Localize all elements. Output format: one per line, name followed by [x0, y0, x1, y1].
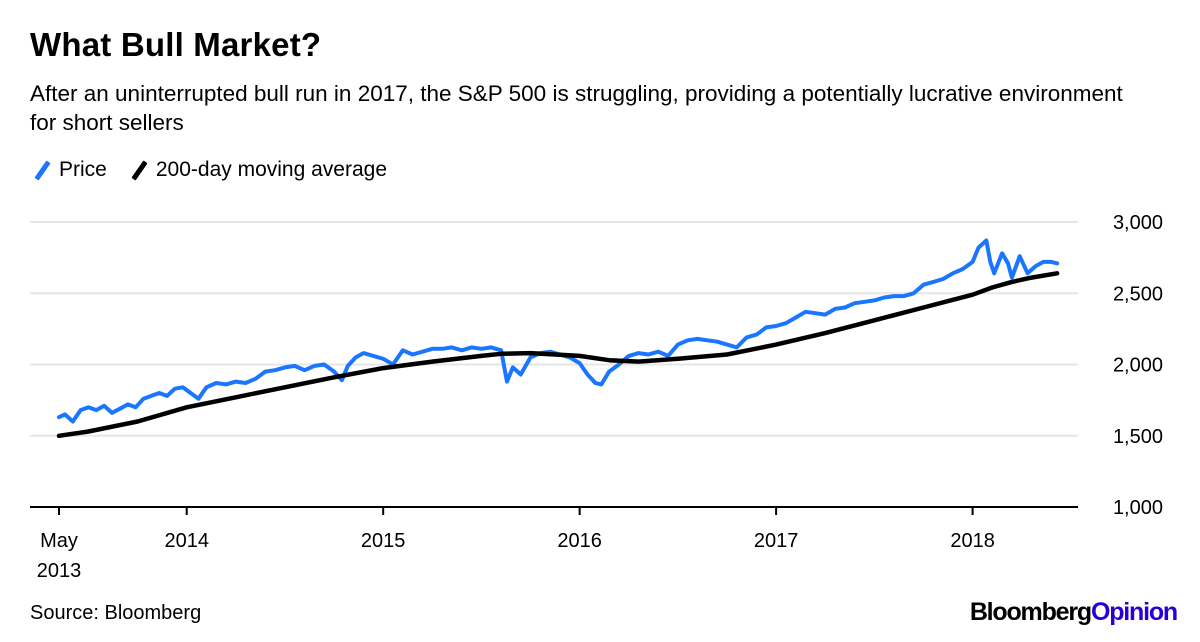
legend-label-moving-average: 200-day moving average: [155, 158, 388, 181]
x-tick-label-2: 2015: [361, 530, 406, 552]
y-tick-label-2500: 2,500: [1113, 283, 1163, 305]
brand-logo-bloomberg: Bloomberg: [969, 598, 1092, 626]
x-tick-label-4: 2017: [754, 530, 799, 552]
legend-label-price: Price: [59, 158, 107, 181]
series-lines: [56, 238, 1060, 439]
chart-subtitle: After an uninterrupted bull run in 2017,…: [30, 81, 1123, 135]
grid-lines: [30, 221, 1078, 437]
x-tick-label-1: 2014: [164, 530, 209, 552]
series-line-price: [57, 238, 1060, 424]
y-tick-label-1500: 1,500: [1113, 426, 1163, 448]
y-tick-label-1000: 1,000: [1113, 497, 1163, 519]
y-tick-label-3000: 3,000: [1113, 212, 1163, 234]
x-tick-label-0-line2: 2013: [37, 560, 82, 582]
series-line-moving-average: [56, 271, 1060, 439]
x-axis-labels: May 2013 2014 2015 2016 2017 2018: [37, 530, 995, 582]
x-tick-label-0: May: [40, 530, 78, 552]
y-axis-labels: 3,000 2,500 2,000 1,500 1,000: [1113, 212, 1163, 519]
chart-legend: Price 200-day moving average: [34, 156, 417, 184]
brand-logo: BloombergOpinion: [969, 598, 1178, 627]
legend-item-moving-average: 200-day moving average: [131, 158, 388, 182]
brand-logo-opinion: Opinion: [1090, 598, 1178, 626]
legend-item-price: Price: [34, 158, 107, 182]
source-note: Source: Bloomberg: [30, 602, 202, 624]
y-tick-label-2000: 2,000: [1113, 355, 1163, 377]
x-tick-label-3: 2016: [557, 530, 602, 552]
x-tick-label-5: 2018: [950, 530, 995, 552]
chart-title: What Bull Market?: [30, 26, 322, 63]
x-axis: [30, 506, 1078, 515]
